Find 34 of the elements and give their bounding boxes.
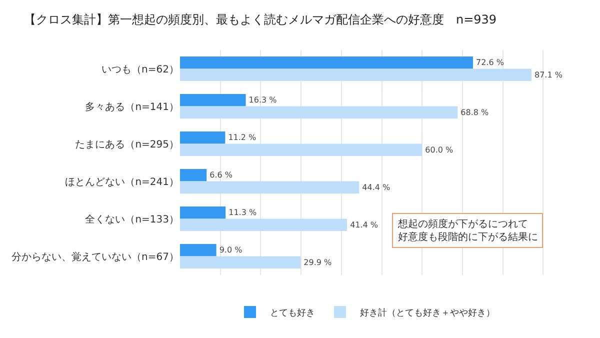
y-tick-label: いつも（n=62） — [102, 64, 179, 76]
chart-title: 【クロス集計】第一想起の頻度別、最もよく読むメルマガ配信企業への好意度 n=939 — [24, 12, 497, 27]
y-tick-label: ほとんどない（n=241） — [65, 176, 179, 188]
bar — [180, 206, 226, 219]
legend-label: 好き計（とても好き＋やや好き） — [360, 308, 495, 319]
data-label: 60.0 % — [425, 145, 454, 154]
bar — [180, 94, 246, 106]
y-tick-label: 分からない、覚えていない（n=67） — [12, 250, 179, 263]
bar — [180, 218, 348, 231]
data-label: 6.6 % — [210, 170, 233, 180]
data-label: 72.6 % — [476, 58, 504, 68]
data-label: 44.4 % — [362, 182, 391, 192]
annotation: 想起の頻度が下がるにつれて好意度も段階的に下がる結果に — [397, 218, 538, 243]
data-label: 87.1 % — [534, 70, 563, 80]
bar — [180, 68, 532, 81]
bar — [180, 169, 207, 182]
data-label: 11.3 % — [228, 208, 257, 218]
data-label: 9.0 % — [219, 246, 243, 255]
y-tick-label: 全くない（n=133） — [85, 213, 179, 226]
y-tick-label: たまにある（n=295） — [75, 139, 179, 150]
data-label: 29.9 % — [304, 258, 332, 267]
bar — [180, 132, 226, 144]
data-label: 11.2 % — [228, 133, 257, 142]
legend-label: とても好き — [270, 308, 315, 319]
data-label: 68.8 % — [460, 108, 490, 117]
bar — [180, 56, 473, 69]
bar — [180, 144, 422, 156]
bar — [180, 106, 458, 118]
bar — [180, 244, 216, 256]
data-label: 41.4 % — [350, 220, 378, 230]
y-tick-label: 多々ある（n=141） — [85, 100, 179, 113]
data-label: 16.3 % — [248, 96, 278, 105]
bar — [180, 181, 360, 194]
bar — [180, 256, 301, 268]
